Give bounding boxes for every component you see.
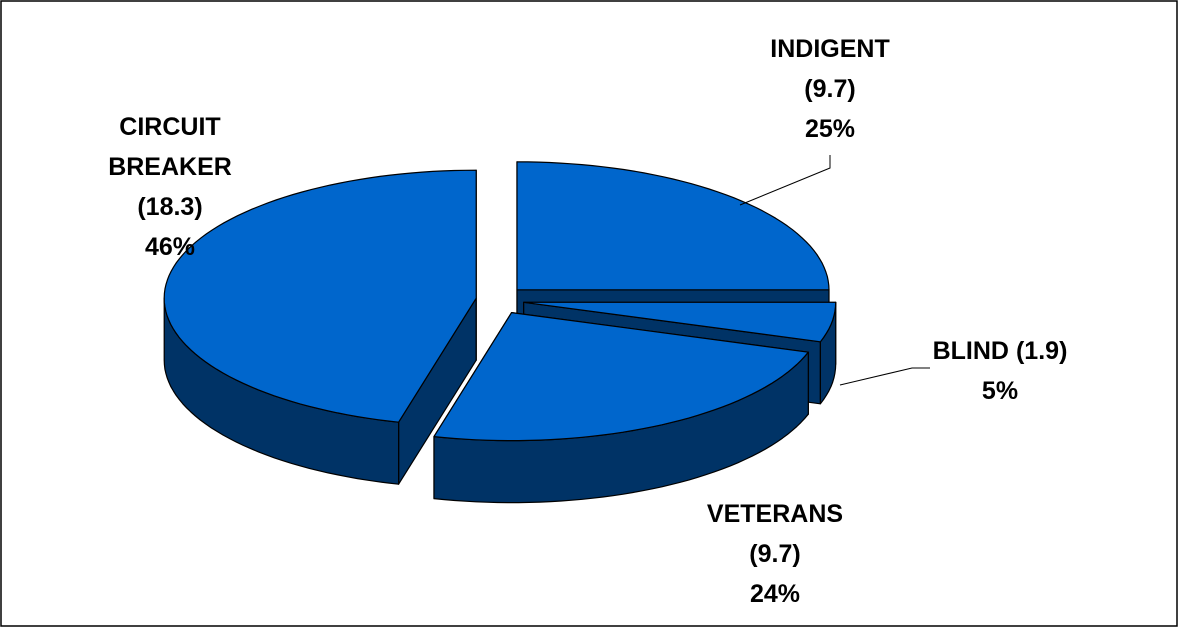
data-label-part: (9.7): [804, 75, 855, 103]
data-label-part: 46%: [145, 233, 195, 261]
slice-top: [433, 312, 809, 442]
data-label: INDIGENT: [770, 35, 889, 63]
data-label: 5%: [982, 377, 1018, 405]
data-label: 46%: [145, 233, 195, 261]
data-label-part: 24%: [750, 580, 800, 608]
slice-top: [163, 169, 477, 423]
data-label: (9.7): [749, 540, 800, 568]
data-label: BLIND (1.9): [933, 337, 1068, 365]
data-label: 25%: [805, 115, 855, 143]
data-label-part: VETERANS: [707, 500, 843, 528]
data-label: (9.7): [804, 75, 855, 103]
slice: [433, 312, 809, 504]
labels: INDIGENT (9.7) 25% BLIND (1.9) 5% VETERANS (9.7…: [108, 35, 1067, 608]
data-label-part: INDIGENT: [770, 35, 889, 63]
leader-line: [839, 367, 930, 386]
slice: [163, 169, 477, 485]
slice-top: [523, 301, 837, 343]
data-label: (18.3): [137, 193, 202, 221]
data-label: CIRCUIT BREAKER: [108, 113, 232, 181]
data-label-part: BLIND: [933, 337, 1009, 365]
data-label-part: 25%: [805, 115, 855, 143]
slice-top: [516, 161, 830, 291]
pie: [163, 161, 837, 504]
leader-line: [739, 155, 831, 206]
data-label-part: (1.9): [1016, 337, 1067, 365]
data-label-part: (18.3): [137, 193, 202, 221]
data-label-part: 5%: [982, 377, 1018, 405]
data-label: 24%: [750, 580, 800, 608]
data-label-part: (9.7): [749, 540, 800, 568]
data-label: VETERANS: [707, 500, 843, 528]
